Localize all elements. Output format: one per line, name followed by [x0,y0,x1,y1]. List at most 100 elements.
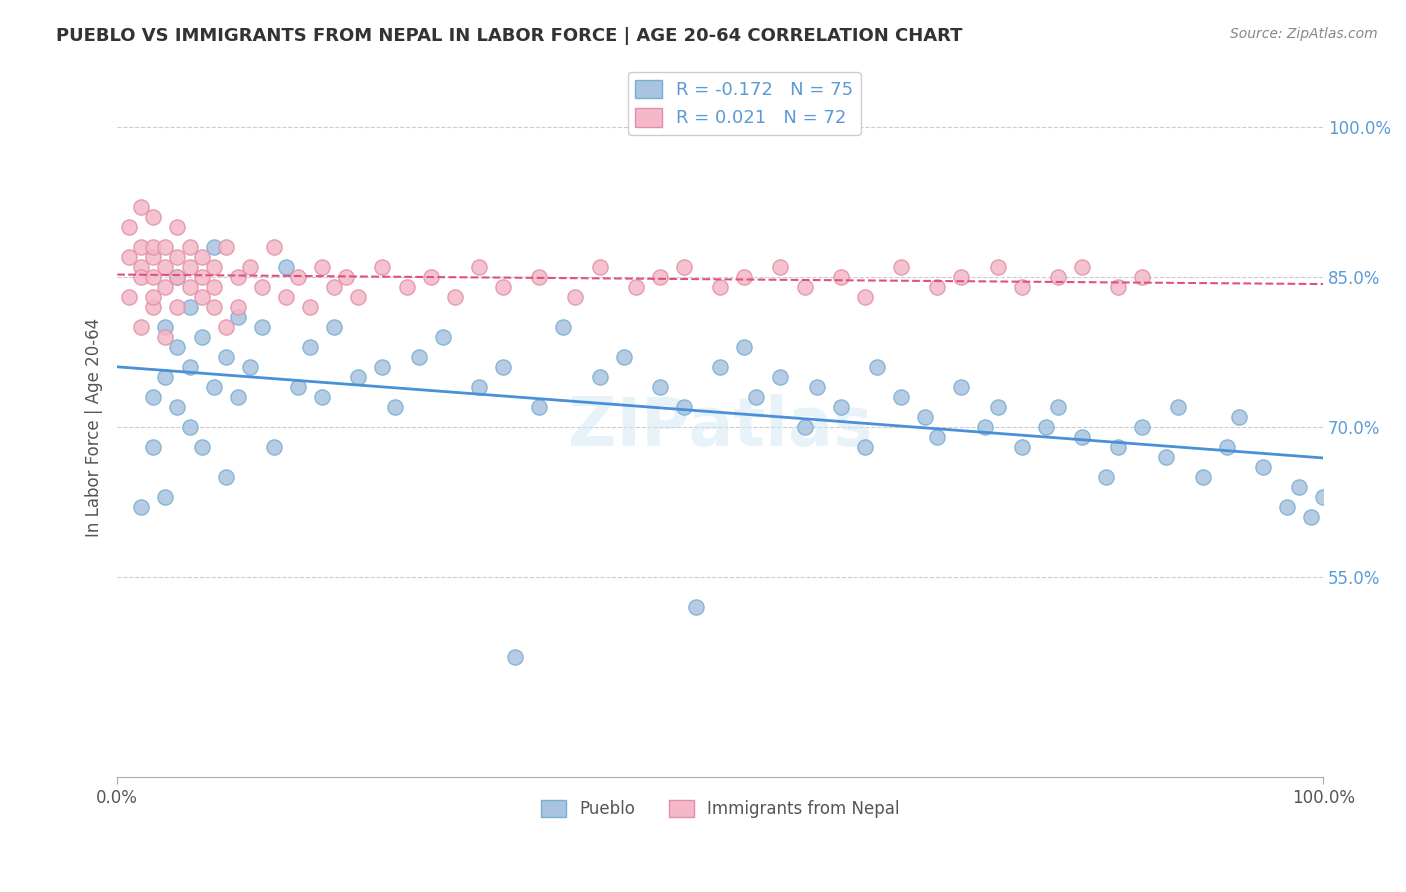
Point [444,290,467,304]
Point [226,270,249,285]
Point [215,240,238,254]
Point [131,270,153,285]
Point [311,390,333,404]
Point [1312,490,1334,504]
Point [1071,430,1094,444]
Point [793,420,815,434]
Point [733,270,755,285]
Point [239,360,262,375]
Point [335,270,357,285]
Point [1035,420,1057,434]
Point [492,280,515,294]
Point [371,360,394,375]
Y-axis label: In Labor Force | Age 20-64: In Labor Force | Age 20-64 [86,318,103,537]
Text: Source: ZipAtlas.com: Source: ZipAtlas.com [1230,27,1378,41]
Point [1107,280,1129,294]
Point [613,350,636,364]
Point [215,320,238,334]
Point [769,260,792,275]
Point [287,270,309,285]
Point [950,270,973,285]
Point [1275,500,1298,514]
Point [215,470,238,484]
Point [202,300,225,314]
Point [155,260,177,275]
Point [179,300,201,314]
Point [190,270,212,285]
Point [142,270,165,285]
Point [384,400,406,414]
Point [432,330,454,344]
Point [553,320,575,334]
Point [263,440,285,454]
Point [166,220,188,235]
Point [155,280,177,294]
Text: ZIPatlas: ZIPatlas [568,394,873,460]
Point [323,280,346,294]
Point [419,270,441,285]
Point [806,380,828,394]
Point [190,290,212,304]
Point [371,260,394,275]
Point [1156,450,1178,464]
Point [131,240,153,254]
Point [131,200,153,214]
Point [1130,270,1153,285]
Point [215,350,238,364]
Point [250,320,273,334]
Point [226,390,249,404]
Point [347,290,370,304]
Point [986,260,1008,275]
Point [709,280,731,294]
Point [564,290,586,304]
Point [263,240,285,254]
Point [1011,440,1033,454]
Point [1107,440,1129,454]
Point [1071,260,1094,275]
Point [927,430,949,444]
Text: PUEBLO VS IMMIGRANTS FROM NEPAL IN LABOR FORCE | AGE 20-64 CORRELATION CHART: PUEBLO VS IMMIGRANTS FROM NEPAL IN LABOR… [56,27,963,45]
Point [190,330,212,344]
Point [155,490,177,504]
Point [166,250,188,264]
Point [503,650,526,665]
Point [155,320,177,334]
Point [190,250,212,264]
Point [1288,480,1310,494]
Point [166,270,188,285]
Point [166,300,188,314]
Point [1095,470,1118,484]
Point [179,280,201,294]
Point [588,370,610,384]
Point [974,420,997,434]
Point [733,340,755,354]
Point [155,370,177,384]
Point [529,270,551,285]
Point [745,390,768,404]
Point [274,260,297,275]
Point [311,260,333,275]
Point [853,440,876,454]
Point [588,260,610,275]
Point [769,370,792,384]
Point [492,360,515,375]
Point [131,320,153,334]
Point [179,260,201,275]
Point [672,260,695,275]
Point [166,340,188,354]
Point [1191,470,1213,484]
Point [131,260,153,275]
Point [118,220,141,235]
Point [950,380,973,394]
Legend: Pueblo, Immigrants from Nepal: Pueblo, Immigrants from Nepal [534,793,905,824]
Point [866,360,889,375]
Point [323,320,346,334]
Point [672,400,695,414]
Point [648,270,671,285]
Point [890,390,912,404]
Point [890,260,912,275]
Point [226,310,249,325]
Point [793,280,815,294]
Point [1251,460,1274,475]
Point [142,440,165,454]
